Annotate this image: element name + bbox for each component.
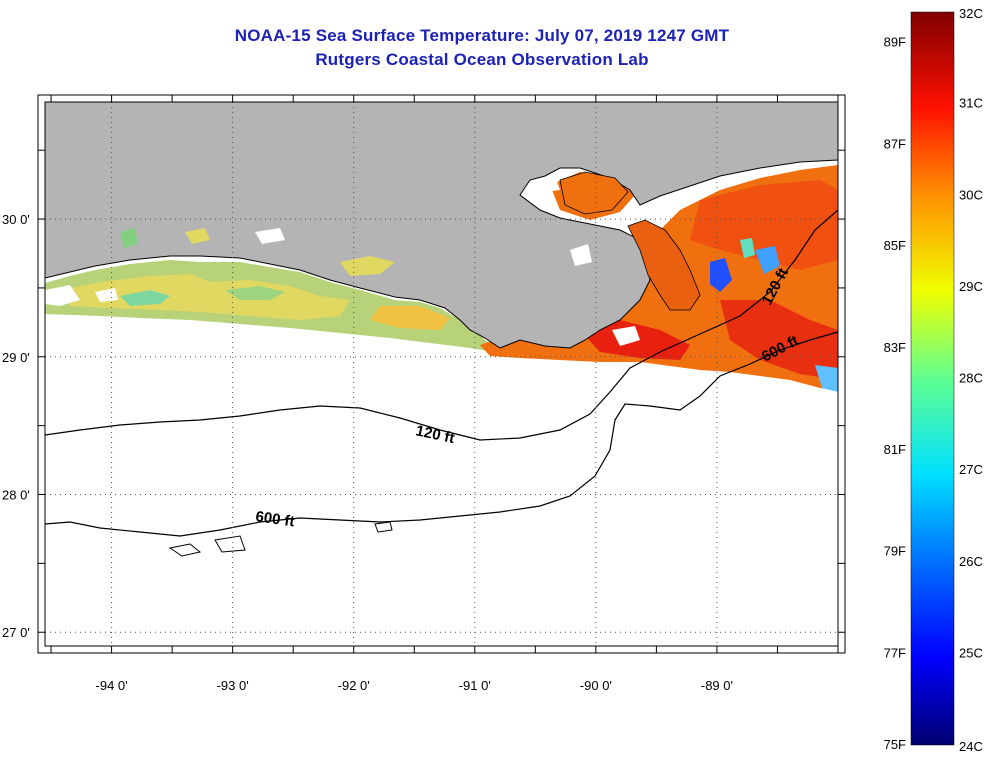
- colorbar-celsius-label: 26C: [959, 554, 983, 569]
- cloud-gap: [95, 288, 118, 302]
- colorbar-fahrenheit-label: 87F: [884, 136, 906, 151]
- lat-tick-label: 30 0': [2, 212, 30, 227]
- longitude-axis: -94 0' -93 0' -92 0' -91 0' -90 0' -89 0': [96, 678, 733, 693]
- lon-tick-label: -91 0': [459, 678, 491, 693]
- lat-tick-label: 27 0': [2, 625, 30, 640]
- sst-cool-patch: [740, 238, 755, 258]
- cloud-gap: [570, 244, 592, 266]
- colorbar-celsius-label: 29C: [959, 279, 983, 294]
- sst-patch: [120, 290, 170, 306]
- contour-120ft: [45, 209, 838, 441]
- map-plot-area: [45, 102, 838, 646]
- map-title: NOAA-15 Sea Surface Temperature: July 07…: [234, 26, 730, 45]
- colorbar-celsius-label: 30C: [959, 187, 983, 202]
- cloud-gap: [612, 326, 640, 346]
- colorbar-celsius-label: 28C: [959, 371, 983, 386]
- colorbar-fahrenheit-label: 85F: [884, 238, 906, 253]
- map-graticule: [45, 102, 838, 646]
- contour-island: [214, 535, 246, 553]
- lon-tick-label: -94 0': [96, 678, 128, 693]
- colorbar-fahrenheit-labels: 89F 87F 85F 83F 81F 79F 77F 75F: [884, 35, 906, 752]
- colorbar-fahrenheit-label: 81F: [884, 442, 906, 457]
- colorbar-celsius-label: 27C: [959, 462, 983, 477]
- lon-tick-label: -92 0': [338, 678, 370, 693]
- lake: [120, 228, 138, 248]
- colorbar-celsius-labels: 32C 31C 30C 29C 28C 27C 26C 25C 24C: [959, 6, 983, 754]
- sst-patch: [225, 286, 285, 300]
- sst-patch: [720, 300, 838, 380]
- contour-label-600ft-west: 600 ft: [254, 508, 295, 530]
- colorbar-fahrenheit-label: 83F: [884, 340, 906, 355]
- colorbar-fahrenheit-label: 75F: [884, 737, 906, 752]
- cloud-gap: [540, 176, 560, 192]
- lake: [559, 171, 629, 215]
- colorbar-fahrenheit-label: 79F: [884, 544, 906, 559]
- colorbar-fahrenheit-label: 77F: [884, 645, 906, 660]
- contour-island: [168, 543, 202, 557]
- map-frame: [44, 101, 839, 647]
- colorbar-celsius-label: 32C: [959, 6, 983, 21]
- colorbar-celsius-label: 31C: [959, 96, 983, 111]
- colorbar: [910, 11, 955, 746]
- bay: [627, 219, 701, 311]
- contour-island: [374, 521, 393, 533]
- lon-tick-label: -89 0': [701, 678, 733, 693]
- lat-tick-label: 29 0': [2, 350, 30, 365]
- sst-patch: [690, 180, 838, 270]
- lake: [340, 256, 395, 276]
- lake: [185, 228, 210, 244]
- lat-tick-label: 28 0': [2, 488, 30, 503]
- sst-patch: [370, 306, 450, 330]
- colorbar-celsius-label: 24C: [959, 739, 983, 754]
- lon-tick-label: -90 0': [580, 678, 612, 693]
- sst-patch: [60, 274, 350, 320]
- axis-ticks: [38, 95, 845, 653]
- map-subtitle: Rutgers Coastal Ocean Observation Lab: [315, 50, 649, 69]
- map-outer-frame: [37, 94, 846, 654]
- contour-600ft: [45, 331, 838, 537]
- sst-cool-patch: [710, 258, 732, 292]
- sst-cool-patch: [755, 246, 780, 274]
- land-mass: [45, 102, 838, 349]
- lon-tick-label: -93 0': [217, 678, 249, 693]
- colorbar-fahrenheit-label: 89F: [884, 35, 906, 50]
- sst-cool-patch: [815, 365, 838, 392]
- cloud-gap: [255, 228, 285, 244]
- colorbar-celsius-label: 25C: [959, 645, 983, 660]
- cloud-gap: [45, 285, 80, 306]
- latitude-axis: 30 0' 29 0' 28 0' 27 0': [2, 212, 30, 640]
